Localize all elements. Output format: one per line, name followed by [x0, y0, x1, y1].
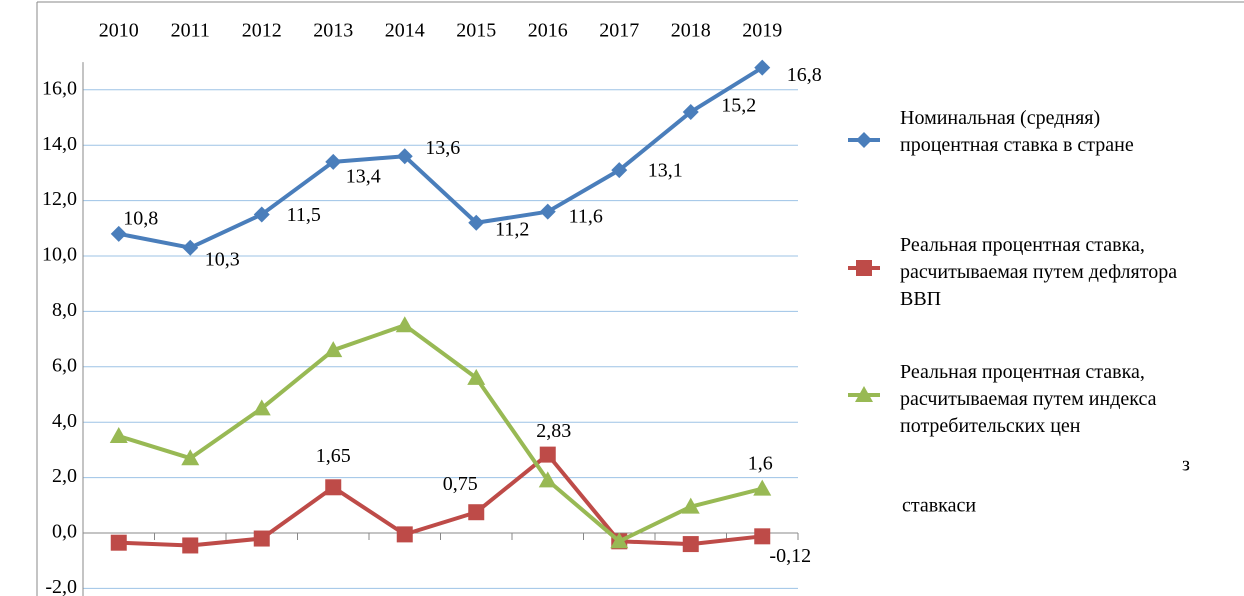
marker — [253, 206, 270, 223]
marker — [539, 446, 556, 463]
data-label: 11,5 — [287, 204, 321, 226]
data-label: 15,2 — [721, 95, 756, 117]
data-label: -0,12 — [769, 545, 811, 567]
marker — [396, 148, 413, 165]
data-label: 13,4 — [346, 165, 381, 187]
series-line — [118, 65, 764, 250]
marker — [539, 203, 556, 220]
y-tick-label: 14,0 — [42, 133, 77, 155]
data-label: 10,3 — [205, 248, 240, 270]
data-label: 13,6 — [425, 137, 460, 159]
y-tick-label: 4,0 — [52, 410, 77, 432]
marker — [253, 530, 270, 547]
marker — [856, 132, 872, 148]
marker — [468, 214, 485, 231]
marker — [468, 504, 485, 521]
marker — [325, 153, 342, 170]
x-tick-label: 2012 — [242, 20, 282, 42]
legend-label: Номинальная (средняя) процентная ставка … — [900, 107, 1134, 156]
y-tick-label: 6,0 — [52, 354, 77, 376]
data-label: 13,1 — [648, 160, 683, 182]
marker — [467, 368, 486, 385]
marker — [611, 162, 628, 179]
x-tick-label: 2010 — [99, 20, 139, 42]
marker — [682, 103, 699, 120]
marker — [110, 534, 127, 551]
data-label: 0,75 — [443, 473, 478, 495]
x-tick-label: 2013 — [313, 20, 353, 42]
marker — [754, 528, 771, 545]
marker — [252, 399, 271, 416]
series-line — [118, 452, 763, 548]
x-tick-label: 2014 — [385, 20, 425, 42]
y-tick-label: 0,0 — [52, 521, 77, 543]
x-tick-label: 2019 — [742, 20, 782, 42]
series-line — [118, 323, 763, 544]
data-label: 11,6 — [569, 205, 603, 227]
marker — [538, 471, 557, 488]
x-tick-label: 2011 — [171, 20, 210, 42]
marker — [753, 479, 772, 496]
marker — [182, 239, 199, 256]
marker — [110, 225, 127, 242]
x-tick-label: 2018 — [671, 20, 711, 42]
legend-label: Реальная процентная ставка, расчитываема… — [900, 234, 1178, 310]
marker — [182, 537, 199, 554]
data-label: 11,2 — [495, 218, 529, 240]
x-tick-label: 2015 — [456, 20, 496, 42]
x-tick-label: 2016 — [528, 20, 568, 42]
legend-label: Реальная процентная ставка, расчитываема… — [900, 361, 1157, 437]
marker — [325, 479, 342, 496]
data-label: 16,8 — [787, 64, 822, 86]
annotation: з — [1182, 454, 1190, 476]
marker — [856, 260, 872, 276]
marker — [396, 526, 413, 543]
y-tick-label: 16,0 — [42, 77, 77, 99]
y-tick-label: 8,0 — [52, 299, 77, 321]
marker — [754, 59, 771, 76]
x-tick-label: 2017 — [599, 20, 639, 42]
marker — [109, 427, 128, 444]
data-label: 1,6 — [748, 452, 773, 474]
marker — [610, 532, 629, 549]
marker — [324, 341, 343, 358]
marker — [681, 497, 700, 514]
data-label: 10,8 — [123, 207, 158, 229]
data-label: 2,83 — [536, 420, 571, 442]
y-tick-label: 2,0 — [52, 465, 77, 487]
marker — [682, 536, 699, 553]
data-label: 1,65 — [316, 445, 351, 467]
annotation: ставкаси — [902, 495, 976, 517]
marker — [395, 316, 414, 333]
marker — [181, 449, 200, 466]
y-tick-label: 12,0 — [42, 188, 77, 210]
y-tick-label: 10,0 — [42, 244, 77, 266]
y-tick-label: -2,0 — [45, 576, 77, 596]
marker — [855, 386, 873, 402]
